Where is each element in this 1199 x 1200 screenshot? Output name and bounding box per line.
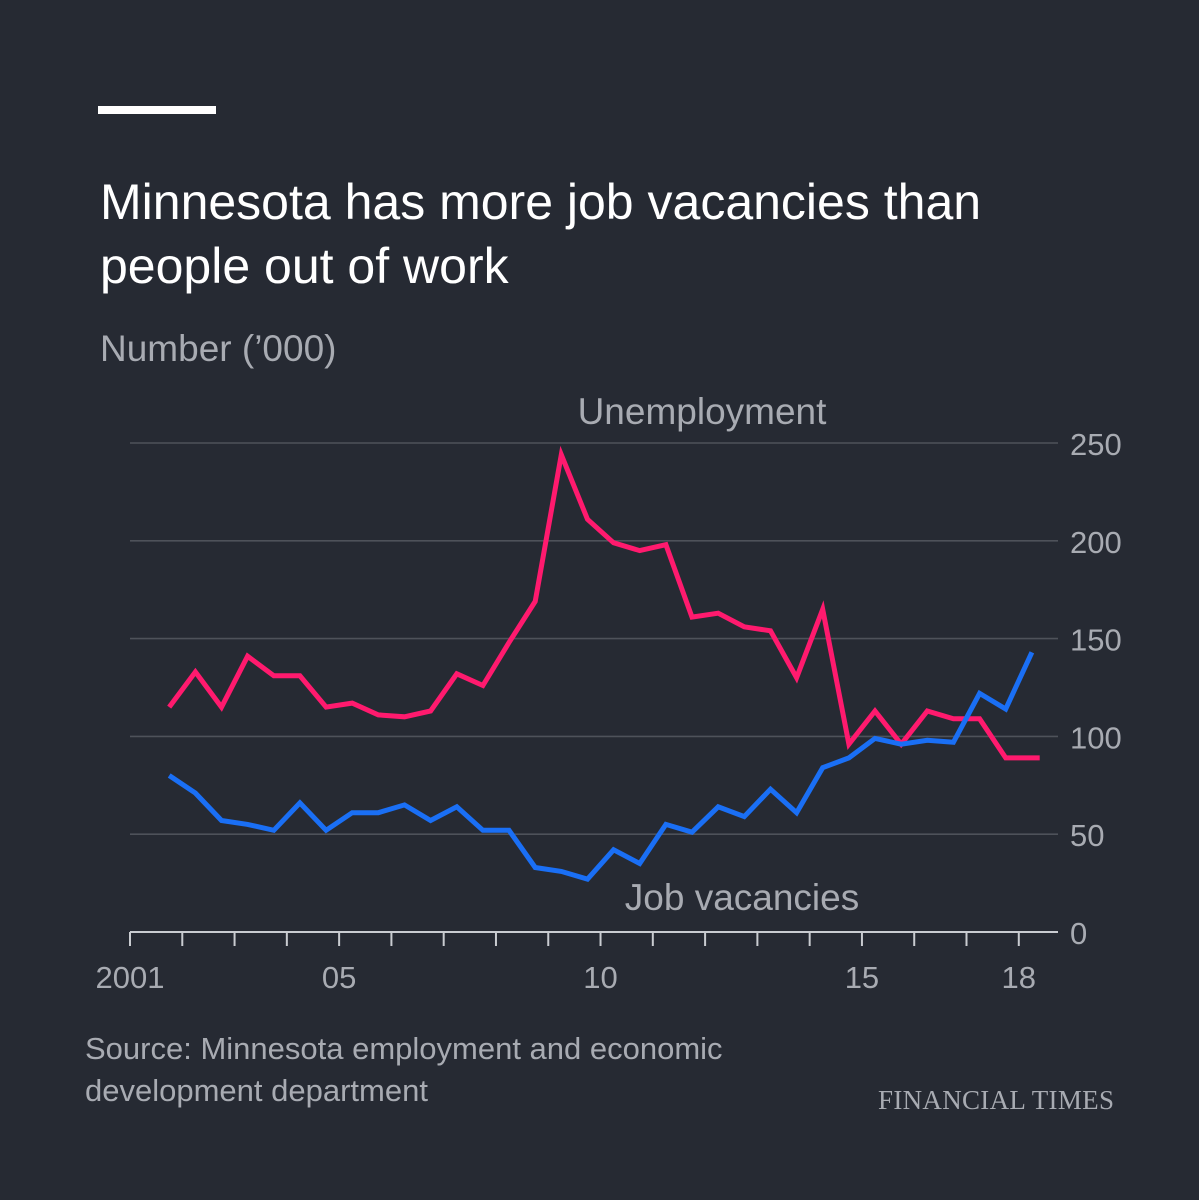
header-accent-bar	[98, 106, 216, 114]
y-tick-label-150: 150	[1070, 623, 1122, 658]
y-axis-labels: 0 50 100 150 200 250	[1070, 427, 1122, 951]
series-line-job-vacancies	[167, 651, 1035, 883]
chart-title: Minnesota has more job vacancies than pe…	[100, 174, 982, 294]
series-labels: Unemployment Job vacancies	[578, 391, 860, 918]
x-tick-label-2001: 2001	[96, 960, 165, 995]
y-tick-label-100: 100	[1070, 720, 1122, 755]
y-tick-label-0: 0	[1070, 916, 1087, 951]
x-tick-label-18: 18	[1002, 960, 1036, 995]
series-line-unemployment	[167, 445, 1040, 761]
x-axis: 2001 05 10 15 18	[96, 931, 1058, 995]
x-tick-label-15: 15	[845, 960, 879, 995]
publisher-logo: FINANCIAL TIMES	[878, 1085, 1115, 1115]
source-note: Source: Minnesota employment and economi…	[85, 1031, 723, 1108]
series-lines	[167, 445, 1040, 883]
line-chart: 2001 05 10 15 18 0 50 100 150 200 250 Unemploymen…	[96, 391, 1122, 995]
x-tick-label-05: 05	[322, 960, 356, 995]
y-axis-unit-label: Number (’000)	[100, 328, 337, 369]
series-label-unemployment: Unemployment	[578, 391, 828, 432]
y-tick-label-50: 50	[1070, 818, 1104, 853]
series-label-job-vacancies: Job vacancies	[625, 877, 859, 918]
x-tick-label-10: 10	[583, 960, 617, 995]
y-tick-label-200: 200	[1070, 525, 1122, 560]
grid-lines	[130, 442, 1058, 836]
y-tick-label-250: 250	[1070, 427, 1122, 462]
